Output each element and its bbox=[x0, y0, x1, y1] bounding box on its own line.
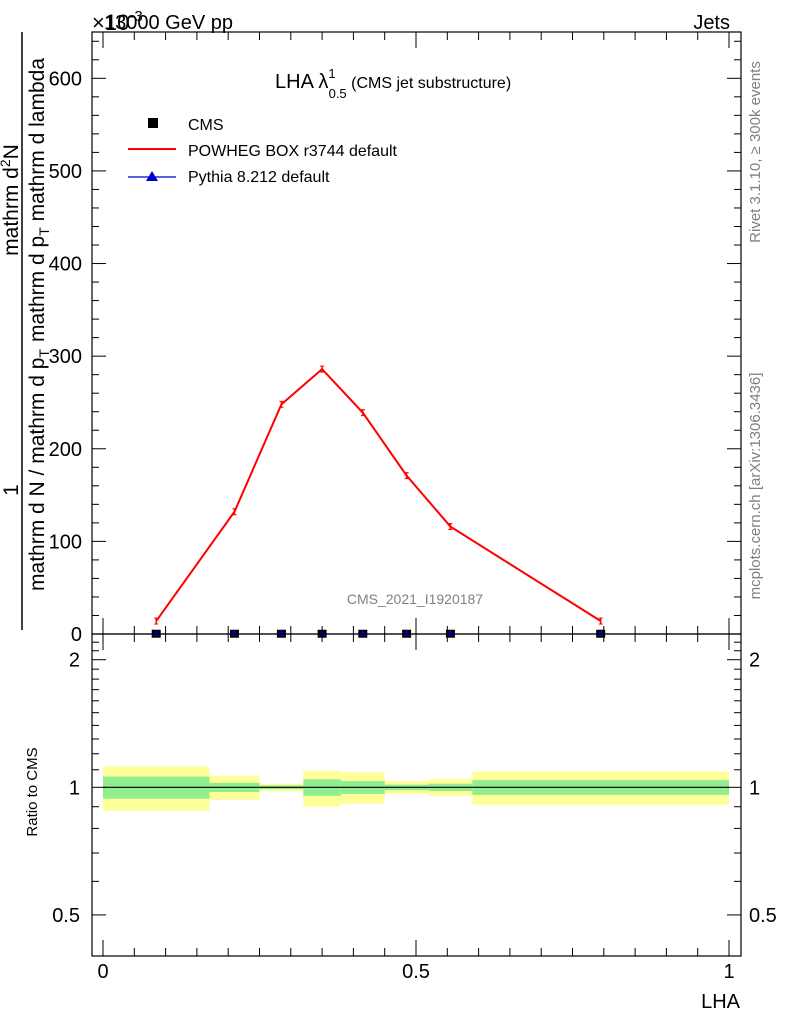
axes: 0 100 200 300 400 500 600 0 0.5 1 0.5 0.5 1 1 2 2 bbox=[49, 32, 777, 983]
plot-title: LHA λ1 0.5 (CMS jet substructure) bbox=[275, 66, 511, 101]
ratio-y-tick-label-right: 1 bbox=[749, 777, 760, 799]
exponent-label: ×10-3 bbox=[92, 8, 143, 35]
ylabel-right-numerator: mathrm d2N bbox=[0, 144, 23, 256]
main-y-tick-label: 300 bbox=[49, 346, 82, 368]
main-y-tick-label: 600 bbox=[49, 68, 82, 90]
ratio-y-tick-label-left: 0.5 bbox=[52, 905, 80, 927]
main-y-tick-label: 200 bbox=[49, 439, 82, 461]
ratio-y-tick-label-left: 2 bbox=[69, 650, 80, 672]
x-tick-label: 0 bbox=[97, 961, 108, 983]
ylabel-numerator: 1 bbox=[0, 484, 23, 496]
ratio-ylabel: Ratio to CMS bbox=[24, 747, 41, 836]
main-y-tick-label: 0 bbox=[71, 624, 82, 646]
x-axis-label: LHA bbox=[701, 991, 741, 1013]
legend-label-pythia: Pythia 8.212 default bbox=[188, 169, 330, 186]
series-line-powheg bbox=[155, 367, 602, 622]
legend-label-cms: CMS bbox=[188, 117, 224, 134]
ratio-y-tick-label-right: 2 bbox=[749, 650, 760, 672]
main-y-tick-label: 500 bbox=[49, 161, 82, 183]
main-ylabel: 1 mathrm d N / mathrm d pT mathrm d2N ma… bbox=[0, 32, 52, 630]
legend-label-powheg: POWHEG BOX r3744 default bbox=[188, 143, 398, 160]
x-tick-label: 1 bbox=[723, 961, 734, 983]
ratio-bands bbox=[103, 766, 729, 811]
watermark: CMS_2021_I1920187 bbox=[347, 591, 483, 607]
x-tick-label: 0.5 bbox=[402, 961, 430, 983]
legend-marker-pythia bbox=[146, 171, 158, 181]
ratio-y-tick-label-right: 0.5 bbox=[749, 905, 777, 927]
ratio-y-tick-label-left: 1 bbox=[69, 777, 80, 799]
ylabel-denominator: mathrm d N / mathrm d pT bbox=[26, 349, 52, 591]
header-right: Jets bbox=[693, 12, 730, 34]
mcplots-label: mcplots.cern.ch [arXiv:1306.3436] bbox=[747, 373, 764, 600]
main-y-tick-label: 400 bbox=[49, 254, 82, 276]
legend-marker-cms bbox=[148, 118, 158, 128]
legend: CMS POWHEG BOX r3744 default Pythia 8.21… bbox=[128, 117, 398, 186]
ratio-plot-frame bbox=[91, 633, 742, 957]
rivet-label: Rivet 3.1.10, ≥ 300k events bbox=[747, 61, 764, 243]
main-y-tick-label: 100 bbox=[49, 531, 82, 553]
header-left: 13000 GeV pp bbox=[104, 12, 233, 34]
ylabel-right-denominator: mathrm d pT mathrm d lambda bbox=[26, 58, 52, 342]
